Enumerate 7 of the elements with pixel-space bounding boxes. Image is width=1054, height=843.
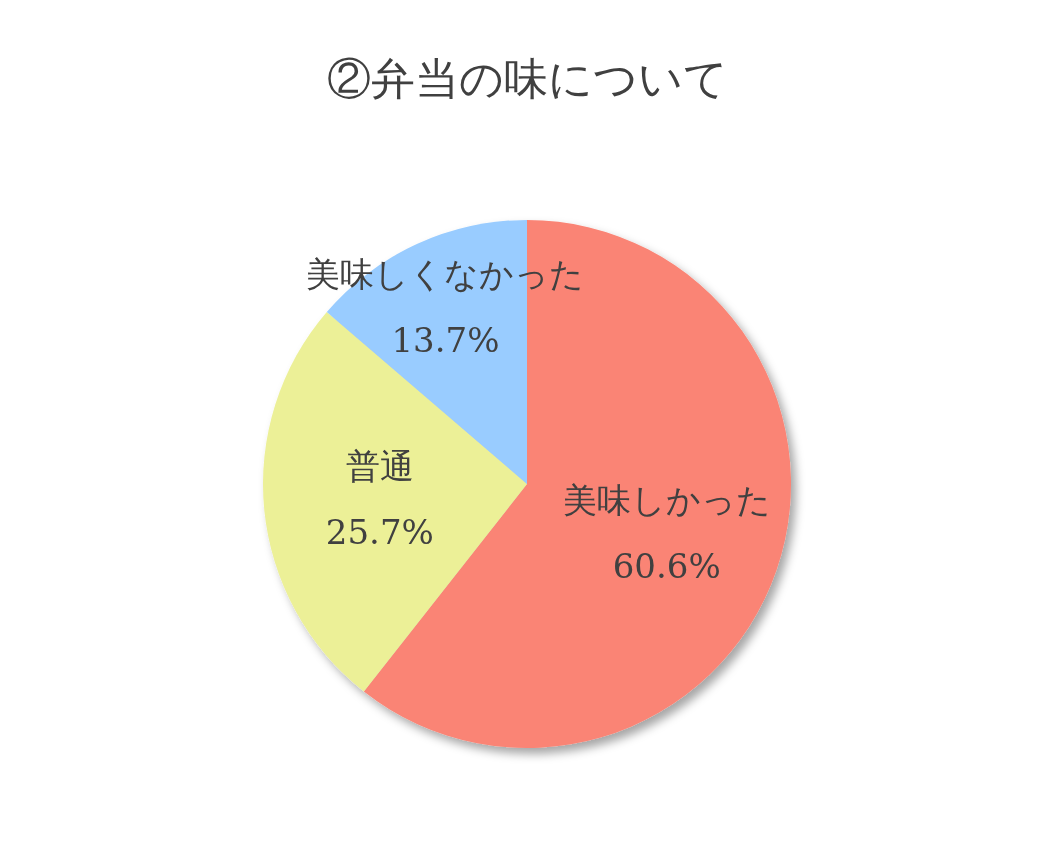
slice-label: 普通	[345, 446, 414, 487]
data-label: 60.6%	[612, 546, 721, 587]
data-label: 13.7%	[391, 320, 500, 361]
data-label: 25.7%	[325, 512, 434, 553]
chart-title: ②弁当の味について	[326, 52, 728, 104]
pie-slice	[263, 311, 527, 692]
slice-label: 美味しかった	[562, 480, 771, 521]
